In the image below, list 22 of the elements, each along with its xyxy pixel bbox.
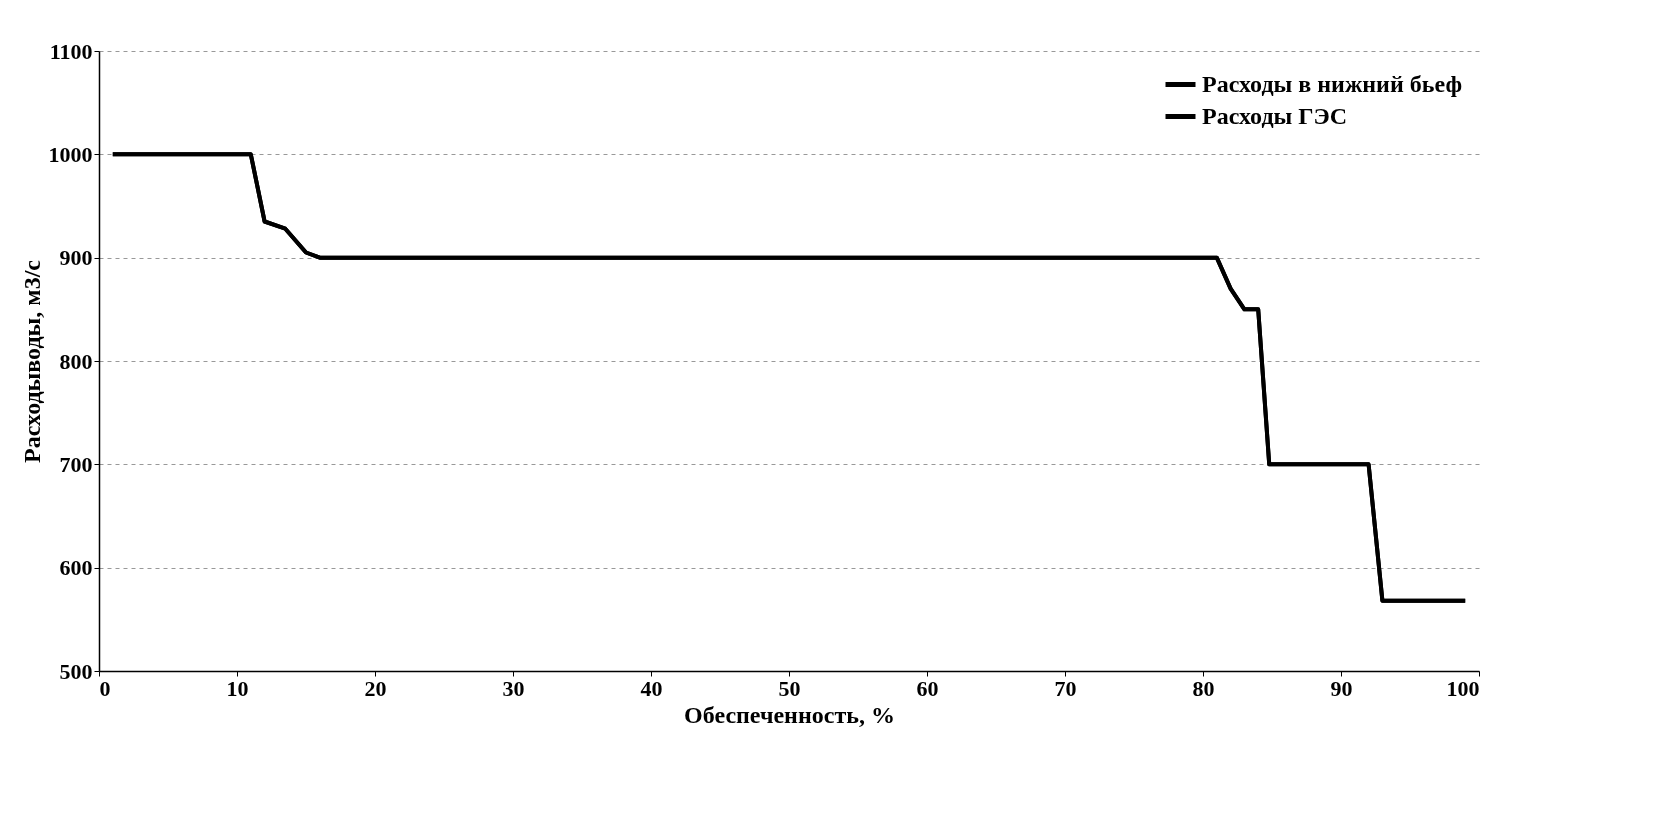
x-tick-label: 30 (502, 675, 525, 701)
y-tick-label: 500 (59, 658, 93, 684)
x-tick-label: 50 (778, 675, 801, 701)
x-tick-label: 20 (364, 675, 387, 701)
x-tick-label: 40 (640, 675, 663, 701)
legend-label: Расходы в нижний бьеф (1202, 70, 1463, 97)
y-tick-label: 700 (59, 451, 93, 477)
y-tick-label: 1100 (49, 38, 93, 64)
x-tick-label: 0 (99, 675, 111, 701)
x-tick-label: 70 (1054, 675, 1077, 701)
x-tick-label: 80 (1192, 675, 1215, 701)
x-tick-label: 60 (916, 675, 939, 701)
x-axis-title: Обеспеченность, % (684, 701, 895, 728)
y-tick-label: 900 (59, 245, 93, 271)
legend-label: Расходы ГЭС (1202, 102, 1348, 129)
x-tick-label: 90 (1330, 675, 1353, 701)
x-tick-label: 100 (1446, 675, 1480, 701)
y-tick-label: 1000 (48, 141, 93, 167)
y-axis-title: Расходыводы, м3/с (18, 259, 45, 463)
x-tick-label: 10 (226, 675, 249, 701)
y-tick-label: 800 (59, 348, 93, 374)
y-tick-label: 600 (59, 555, 93, 581)
